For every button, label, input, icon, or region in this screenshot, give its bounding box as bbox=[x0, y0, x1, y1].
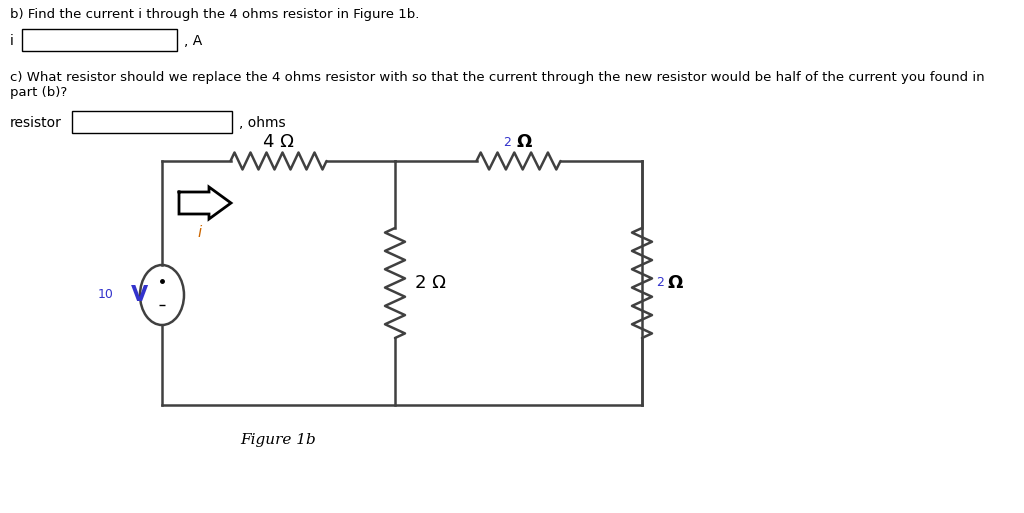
Text: 2: 2 bbox=[656, 277, 664, 289]
Text: Ω: Ω bbox=[516, 133, 531, 151]
Text: Ω: Ω bbox=[668, 274, 683, 292]
Text: resistor: resistor bbox=[10, 116, 61, 130]
Text: b) Find the current i through the 4 ohms resistor in Figure 1b.: b) Find the current i through the 4 ohms… bbox=[10, 8, 420, 21]
Text: 10: 10 bbox=[98, 288, 114, 302]
FancyBboxPatch shape bbox=[22, 29, 177, 51]
Text: , ohms: , ohms bbox=[239, 116, 286, 130]
FancyBboxPatch shape bbox=[72, 111, 232, 133]
Text: i: i bbox=[10, 34, 14, 48]
Text: c) What resistor should we replace the 4 ohms resistor with so that the current : c) What resistor should we replace the 4… bbox=[10, 71, 985, 99]
Text: i: i bbox=[198, 225, 202, 240]
Text: 2 Ω: 2 Ω bbox=[415, 274, 445, 292]
Text: 4 Ω: 4 Ω bbox=[263, 133, 294, 151]
Text: 2: 2 bbox=[503, 136, 511, 149]
Text: , A: , A bbox=[184, 34, 203, 48]
Text: Figure 1b: Figure 1b bbox=[241, 433, 316, 447]
Polygon shape bbox=[179, 187, 231, 219]
Text: V: V bbox=[131, 285, 148, 305]
